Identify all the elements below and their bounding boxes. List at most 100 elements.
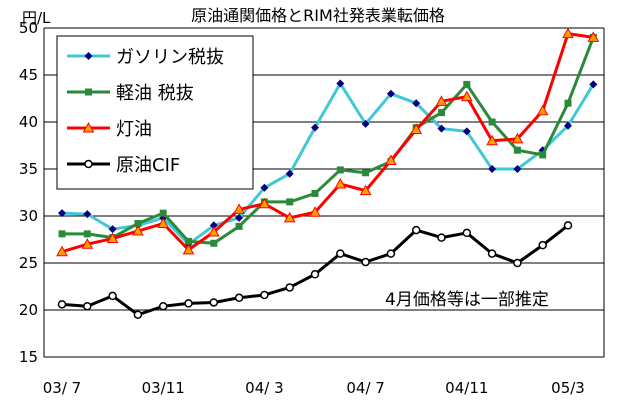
data-point bbox=[235, 222, 243, 230]
data-point bbox=[310, 270, 320, 279]
data-point bbox=[83, 301, 92, 311]
data-point bbox=[435, 95, 448, 106]
data-point bbox=[513, 165, 522, 173]
data-point bbox=[286, 198, 294, 206]
data-point bbox=[563, 221, 573, 230]
data-point bbox=[235, 213, 244, 222]
data-point bbox=[486, 134, 498, 146]
series-line bbox=[61, 32, 594, 254]
x-tick-label: 03/11 bbox=[142, 379, 185, 397]
data-point bbox=[260, 290, 269, 300]
y-tick-label: 35 bbox=[19, 160, 38, 178]
data-point bbox=[386, 89, 395, 98]
data-point bbox=[336, 249, 345, 258]
y-tick-label: 20 bbox=[19, 301, 38, 319]
estimate-note: 4月価格等は一部推定 bbox=[385, 290, 549, 310]
x-tick-label: 04/ 7 bbox=[346, 379, 384, 397]
y-tick-label: 15 bbox=[19, 348, 38, 366]
data-point bbox=[83, 210, 92, 219]
data-point bbox=[589, 80, 598, 89]
data-point bbox=[511, 132, 524, 144]
y-tick-label: 50 bbox=[19, 19, 38, 37]
data-point bbox=[311, 189, 319, 197]
data-point bbox=[185, 237, 192, 245]
data-point bbox=[487, 249, 497, 258]
data-point bbox=[311, 123, 319, 132]
data-point bbox=[462, 228, 472, 238]
data-point bbox=[462, 127, 471, 136]
data-point bbox=[460, 90, 473, 102]
legend-label: ガソリン税抜 bbox=[116, 47, 224, 68]
data-point bbox=[158, 301, 168, 311]
data-point bbox=[56, 245, 68, 257]
data-point bbox=[386, 249, 396, 258]
data-point bbox=[309, 206, 321, 217]
x-tick-label: 04/11 bbox=[445, 379, 488, 397]
data-point bbox=[538, 240, 547, 250]
data-point bbox=[58, 209, 66, 218]
data-point bbox=[336, 166, 344, 174]
data-point bbox=[562, 27, 574, 39]
data-point bbox=[108, 225, 117, 234]
data-point bbox=[258, 197, 271, 209]
data-point bbox=[285, 169, 294, 178]
data-point bbox=[362, 169, 370, 177]
series-line bbox=[61, 81, 595, 246]
x-tick-label: 04/ 3 bbox=[245, 379, 283, 397]
data-point bbox=[361, 119, 370, 128]
y-tick-label: 40 bbox=[19, 113, 38, 131]
data-point bbox=[385, 154, 397, 166]
data-point bbox=[159, 209, 167, 217]
data-point bbox=[410, 123, 423, 135]
data-point bbox=[233, 203, 245, 214]
data-point bbox=[234, 293, 244, 303]
data-point bbox=[209, 298, 219, 307]
series-line bbox=[62, 36, 595, 245]
data-point bbox=[437, 233, 446, 242]
series-2 bbox=[56, 27, 600, 257]
data-point bbox=[133, 310, 143, 319]
data-point bbox=[106, 232, 119, 244]
data-point bbox=[412, 99, 421, 108]
data-point bbox=[539, 151, 547, 159]
x-tick-label: 03/ 7 bbox=[43, 379, 81, 397]
series-0 bbox=[58, 79, 598, 249]
data-point bbox=[488, 165, 497, 173]
data-point bbox=[285, 283, 294, 292]
data-point bbox=[132, 225, 144, 236]
data-point bbox=[587, 31, 600, 42]
data-point bbox=[463, 80, 471, 88]
gridlines bbox=[43, 27, 605, 358]
data-point bbox=[336, 79, 345, 88]
x-tick-labels: 03/ 7 03/11 04/ 3 04/ 7 04/11 05/3 bbox=[43, 379, 585, 397]
x-tick-label: 05/3 bbox=[551, 379, 585, 397]
legend-label: 原油CIF bbox=[116, 155, 180, 176]
data-point bbox=[81, 238, 94, 249]
legend-label: 軽油 税抜 bbox=[116, 83, 194, 104]
data-point bbox=[83, 230, 91, 238]
data-point bbox=[108, 291, 117, 301]
data-point bbox=[182, 243, 195, 255]
data-point bbox=[134, 220, 142, 228]
data-point bbox=[437, 124, 446, 133]
legend-label: 灯油 bbox=[116, 119, 152, 140]
legend-swatch-marker bbox=[84, 159, 93, 169]
data-point bbox=[58, 230, 66, 238]
data-point bbox=[207, 225, 220, 237]
data-point bbox=[184, 299, 193, 308]
data-point bbox=[260, 183, 269, 192]
legend-swatch-marker bbox=[84, 52, 93, 60]
data-point bbox=[361, 257, 370, 267]
legend-swatch-marker bbox=[82, 121, 95, 133]
data-point bbox=[283, 211, 296, 223]
data-point bbox=[209, 221, 218, 230]
data-point bbox=[210, 239, 218, 247]
data-point bbox=[564, 99, 572, 107]
y-axis-label: 円/L bbox=[22, 9, 51, 27]
data-point bbox=[564, 121, 572, 130]
data-point bbox=[157, 217, 170, 229]
data-point bbox=[411, 225, 421, 235]
data-point bbox=[334, 178, 347, 189]
